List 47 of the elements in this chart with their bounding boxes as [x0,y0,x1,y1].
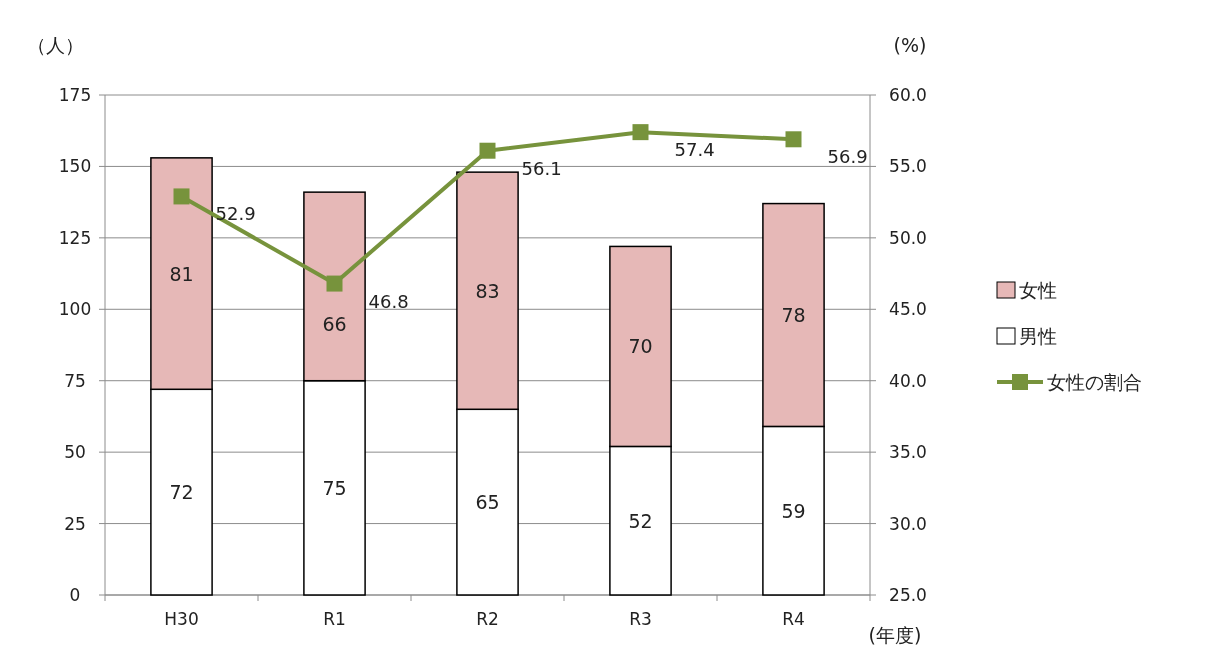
point [173,188,190,205]
y-tick-label: 50 [64,442,86,463]
x-tick-label: R1 [323,609,346,629]
y2-tick-label: 30.0 [889,513,927,534]
y2-tick-label: 55.0 [889,156,927,177]
point [632,124,649,141]
data-label: 72 [169,481,194,504]
point [785,131,802,148]
y-tick-label: 75 [64,370,86,391]
y-tick-label: 150 [58,156,92,177]
data-label: 81 [169,262,194,285]
y-tick-label: 175 [58,85,92,105]
x-axis-title: (年度) [868,624,922,646]
y2-tick-label: 50.0 [889,227,927,248]
data-label: 46.8 [368,290,409,312]
x-tick-label: R3 [629,609,652,629]
y2-tick-label: 25.0 [889,585,927,605]
y2-tick-label: 45.0 [889,299,927,320]
point [479,142,496,159]
y2-axis-title: (%) [893,34,927,56]
legend-label: 女性 [1019,279,1057,301]
x-tick-label: H30 [164,609,199,629]
data-label: 66 [322,312,347,335]
data-label: 83 [475,279,500,302]
data-label: 70 [628,335,653,358]
data-label: 57.4 [674,139,715,161]
data-label: 56.9 [827,146,868,168]
data-label: 75 [322,476,347,499]
data-label: 65 [475,491,500,514]
y-tick-label: 25 [64,513,86,534]
y2-tick-label: 35.0 [889,442,927,463]
y-tick-label: 0 [69,585,81,605]
x-tick-label: R2 [476,609,499,629]
data-label: 52.9 [215,203,256,225]
y-axis-title: （人） [26,34,84,56]
data-label: 78 [781,304,806,326]
y-tick-label: 100 [58,299,92,320]
point [326,275,343,292]
y2-tick-label: 60.0 [889,85,927,105]
data-label: 52 [628,509,653,532]
legend-label: 女性の割合 [1047,371,1142,393]
y2-tick-label: 40.0 [889,370,927,391]
x-tick-label: R4 [782,609,805,629]
data-label: 59 [781,499,806,522]
data-label: 56.1 [521,157,562,179]
y-tick-label: 125 [58,227,92,248]
legend-label: 男性 [1019,325,1057,347]
